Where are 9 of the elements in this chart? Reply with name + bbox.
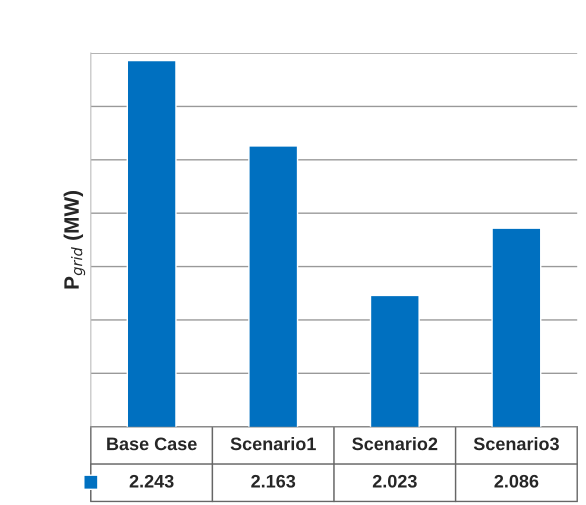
data-label: 2.023 xyxy=(372,474,417,488)
x-tick-label: Scenario2 xyxy=(352,436,438,450)
x-tick-label: Scenario3 xyxy=(474,436,559,450)
data-label: 2.086 xyxy=(494,474,538,488)
data-label: 2.243 xyxy=(130,474,174,488)
x-tick-label: Base Case xyxy=(107,437,197,450)
x-tick-label: Scenario1 xyxy=(230,436,316,450)
data-label: 2.163 xyxy=(251,474,296,488)
y-axis-title: P$_{grid}$ (MW) xyxy=(64,191,86,288)
